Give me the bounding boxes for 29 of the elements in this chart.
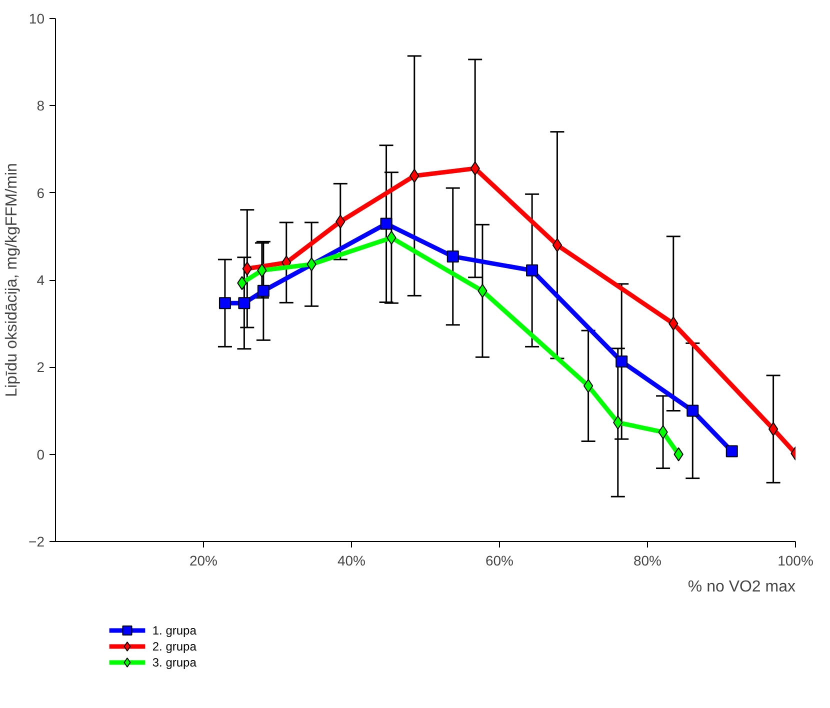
point [552,238,562,252]
x-tick-label: 60% [485,552,514,568]
x-tick-label: 20% [189,552,218,568]
x-tick-label: 80% [633,552,662,568]
point [526,264,538,276]
y-tick-label: 8 [36,98,45,114]
y-tick-label: 2 [36,359,45,376]
point [257,284,270,297]
point [380,218,392,230]
point [686,404,699,417]
point [768,422,778,436]
x-axis-title: % no VO2 max [688,578,796,596]
y-tick-label: −2 [28,534,45,550]
point [218,297,231,310]
point [726,445,738,458]
legend-label: 1. grupa [152,624,197,638]
x-tick-label: 40% [337,552,366,568]
point [238,297,250,310]
y-tick-label: 6 [36,184,45,201]
y-tick-label: 10 [28,10,45,26]
legend-label: 3. grupa [152,656,197,670]
point [446,250,459,262]
legend-label: 2. grupa [152,640,197,654]
y-axis-title: Lipīdu oksidācija, mg/kgFFM/min [4,163,21,397]
y-tick-label: 0 [36,446,45,462]
y-tick-label: 4 [36,272,45,288]
x-tick-label: 100% [778,552,814,568]
point [616,356,628,368]
point [583,378,594,393]
